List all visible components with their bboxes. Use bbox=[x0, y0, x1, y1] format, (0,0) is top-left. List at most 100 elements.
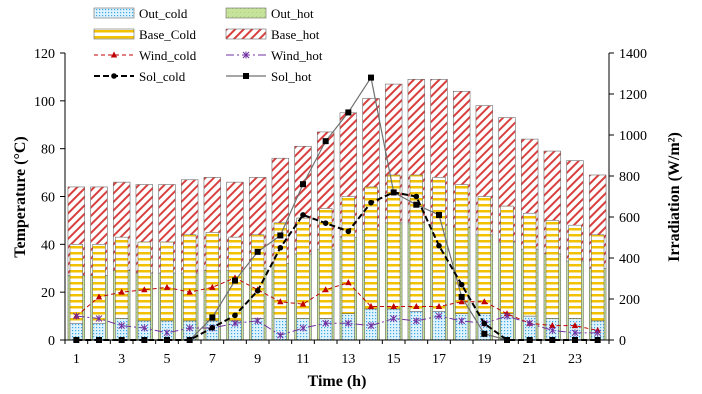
point-wind_hot-2 bbox=[95, 314, 103, 322]
y2-tick-label: 200 bbox=[619, 293, 640, 308]
x-tick-label: 19 bbox=[477, 352, 491, 367]
y2-tick-label: 800 bbox=[619, 170, 640, 185]
point-wind_hot-16 bbox=[412, 317, 420, 325]
point-wind_cold-17 bbox=[435, 303, 443, 310]
y2-tick-label: 1000 bbox=[619, 129, 647, 144]
bar-base_cold-1 bbox=[69, 244, 83, 324]
bars-layer bbox=[67, 79, 607, 341]
legend-label-wind_hot: Wind_hot bbox=[271, 48, 323, 63]
bar-out_cold-3 bbox=[115, 318, 129, 341]
line-sol_cold bbox=[76, 191, 598, 341]
left-axis-ticks: 0 20 40 60 80 100 120 bbox=[34, 47, 65, 349]
point-wind_cold-23 bbox=[571, 322, 579, 329]
y2-axis-title: Irradiation (W/m²) bbox=[666, 132, 683, 262]
bar-out_cold-21 bbox=[523, 315, 537, 341]
y-tick-label: 20 bbox=[41, 286, 55, 301]
bar-base_cold-12 bbox=[319, 208, 333, 319]
bar-base_cold-9 bbox=[251, 234, 265, 319]
point-sol_cold-16 bbox=[413, 193, 420, 200]
x-axis-ticks: 1 3 5 7 9 11 13 15 17 19 21 23 bbox=[64, 340, 610, 367]
point-sol_cold-18 bbox=[458, 281, 465, 288]
legend-marker-sol_hot bbox=[243, 73, 249, 79]
legend: Out_cold Out_hot Base_Cold Base_hot Wind_col… bbox=[93, 6, 323, 84]
point-sol_cold-15 bbox=[390, 189, 397, 196]
point-sol_cold-12 bbox=[322, 220, 329, 226]
point-sol_cold-10 bbox=[277, 244, 284, 251]
point-wind_hot-15 bbox=[390, 314, 398, 322]
point-wind_cold-16 bbox=[413, 303, 420, 310]
legend-label-wind_cold: Wind_cold bbox=[139, 48, 197, 63]
bar-base_cold-16 bbox=[409, 174, 423, 312]
point-wind_hot-20 bbox=[503, 312, 511, 320]
x-tick-label: 1 bbox=[73, 352, 80, 367]
bar-base_cold-23 bbox=[568, 224, 582, 319]
legend-label-sol_cold: Sol_cold bbox=[139, 69, 186, 84]
bar-base_cold-22 bbox=[545, 220, 559, 319]
legend-marker-sol_cold bbox=[111, 73, 117, 79]
bar-base_cold-24 bbox=[591, 234, 605, 322]
bar-base_cold-4 bbox=[137, 241, 151, 322]
point-wind_cold-18 bbox=[458, 298, 465, 305]
point-sol_hot-17 bbox=[436, 211, 442, 218]
point-wind_hot-21 bbox=[526, 319, 534, 327]
x-tick-label: 23 bbox=[568, 352, 582, 367]
point-sol_cold-14 bbox=[368, 199, 374, 206]
legend-swatch-base_cold bbox=[93, 28, 135, 40]
point-wind_cold-10 bbox=[277, 298, 284, 305]
point-wind_cold-19 bbox=[481, 298, 488, 305]
point-wind_cold-13 bbox=[345, 279, 352, 286]
point-wind_cold-2 bbox=[95, 293, 103, 300]
point-wind_cold-5 bbox=[163, 283, 171, 290]
y2-tick-label: 1200 bbox=[619, 88, 647, 103]
bar-base_cold-3 bbox=[115, 236, 129, 319]
bar-out_cold-16 bbox=[409, 310, 423, 341]
y-tick-label: 100 bbox=[34, 95, 55, 110]
point-sol_cold-11 bbox=[300, 212, 306, 218]
legend-swatch-out_cold bbox=[93, 7, 135, 19]
y2-tick-label: 0 bbox=[619, 334, 626, 349]
y-axis-title: Temperature (°C) bbox=[12, 136, 29, 257]
point-sol_hot-19 bbox=[481, 330, 488, 337]
bar-out_cold-23 bbox=[568, 318, 582, 341]
bar-base_cold-5 bbox=[160, 241, 174, 322]
y-tick-label: 80 bbox=[41, 143, 55, 158]
legend-swatch-out_hot bbox=[225, 7, 267, 19]
x-tick-label: 3 bbox=[118, 352, 125, 367]
point-sol_hot-18 bbox=[458, 293, 465, 300]
point-sol_hot-8 bbox=[232, 277, 238, 284]
x-tick-label: 7 bbox=[209, 352, 216, 367]
point-wind_hot-13 bbox=[344, 319, 352, 327]
bar-base_cold-2 bbox=[92, 244, 106, 324]
point-wind_hot-8 bbox=[231, 319, 239, 327]
point-wind_hot-1 bbox=[72, 312, 80, 320]
line-wind_cold bbox=[76, 277, 598, 331]
point-wind_cold-22 bbox=[549, 322, 556, 329]
point-sol_cold-8 bbox=[232, 312, 238, 319]
y2-tick-label: 1400 bbox=[619, 47, 647, 62]
bar-base_cold-19 bbox=[477, 196, 491, 314]
bar-base_cold-6 bbox=[183, 234, 197, 322]
bar-base_cold-11 bbox=[296, 217, 310, 319]
point-sol_hot-16 bbox=[413, 201, 420, 208]
point-wind_hot-10 bbox=[276, 331, 284, 339]
point-wind_hot-4 bbox=[140, 324, 148, 332]
point-wind_cold-7 bbox=[209, 283, 216, 290]
point-wind_cold-3 bbox=[118, 288, 125, 295]
point-wind_hot-18 bbox=[458, 317, 466, 325]
legend-marker-wind_cold bbox=[110, 51, 118, 58]
right-axis-ticks: 0 200 400 600 800 1000 1200 1400 bbox=[609, 47, 647, 349]
point-wind_hot-24 bbox=[594, 329, 602, 337]
point-sol_cold-9 bbox=[254, 288, 261, 294]
x-tick-label: 17 bbox=[432, 352, 446, 367]
legend-label-sol_hot: Sol_hot bbox=[271, 69, 312, 84]
line-sol_hot bbox=[76, 76, 598, 341]
point-wind_cold-11 bbox=[299, 300, 307, 307]
point-sol_hot-13 bbox=[345, 109, 352, 116]
point-wind_cold-6 bbox=[186, 288, 193, 295]
x-axis-title: Time (h) bbox=[308, 373, 367, 390]
bar-out_cold-13 bbox=[341, 313, 355, 341]
y2-tick-label: 400 bbox=[619, 252, 640, 267]
bar-base_cold-13 bbox=[341, 196, 355, 314]
y-tick-label: 40 bbox=[41, 238, 55, 253]
